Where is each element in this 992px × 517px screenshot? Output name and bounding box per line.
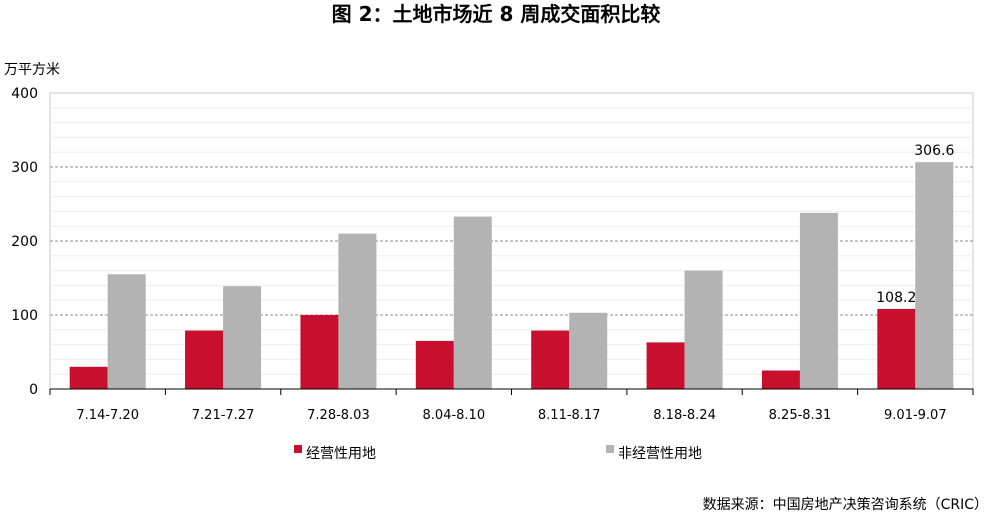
y-tick-label: 200: [11, 234, 38, 250]
bar-noncommercial: [338, 233, 377, 389]
x-category-label: 7.21-7.27: [192, 408, 255, 423]
legend-swatch: [294, 445, 302, 453]
y-tick-label: 100: [11, 308, 38, 324]
y-axis-unit-label: 万平方米: [4, 62, 60, 78]
bars: [69, 162, 954, 389]
x-category-label: 9.01-9.07: [884, 408, 947, 423]
bar-noncommercial: [453, 216, 492, 389]
bar-commercial: [877, 308, 916, 389]
y-tick-label: 300: [11, 160, 38, 176]
axes: 0 100 200 300 400 7.14-7.20 7.21-7.27 7.28-8.03…: [11, 86, 974, 423]
x-category-label: 8.11-8.17: [538, 408, 601, 423]
data-label: 108.2: [876, 290, 916, 306]
bar-commercial: [531, 330, 570, 389]
bar-noncommercial: [915, 162, 954, 389]
data-labels: 108.2 306.6: [876, 143, 954, 306]
bar-noncommercial: [799, 212, 838, 389]
bar-commercial: [185, 330, 224, 389]
x-category-label: 7.28-8.03: [307, 408, 370, 423]
bar-noncommercial: [223, 286, 262, 389]
x-category-label: 8.18-8.24: [653, 408, 716, 423]
bar-commercial: [300, 315, 339, 389]
y-tick-label: 0: [29, 382, 38, 398]
source-note: 数据来源：中国房地产决策咨询系统（CRIC）: [703, 496, 988, 513]
legend-label: 非经营性用地: [618, 446, 702, 462]
bar-commercial: [415, 340, 454, 389]
data-label: 306.6: [914, 143, 954, 159]
bar-commercial: [761, 370, 800, 389]
x-category-label: 8.04-8.10: [423, 408, 486, 423]
bar-noncommercial: [107, 274, 146, 389]
x-category-label: 7.14-7.20: [76, 408, 139, 423]
bar-commercial: [646, 342, 685, 389]
chart-title: 图 2：土地市场近 8 周成交面积比较: [332, 2, 661, 26]
y-tick-label: 400: [11, 86, 38, 102]
bar-commercial: [69, 366, 108, 389]
legend: 经营性用地 非经营性用地: [294, 445, 702, 462]
x-category-label: 8.25-8.31: [769, 408, 832, 423]
legend-label: 经营性用地: [306, 446, 376, 462]
bar-noncommercial: [684, 270, 723, 389]
bar-noncommercial: [569, 312, 608, 389]
legend-swatch: [606, 445, 614, 453]
